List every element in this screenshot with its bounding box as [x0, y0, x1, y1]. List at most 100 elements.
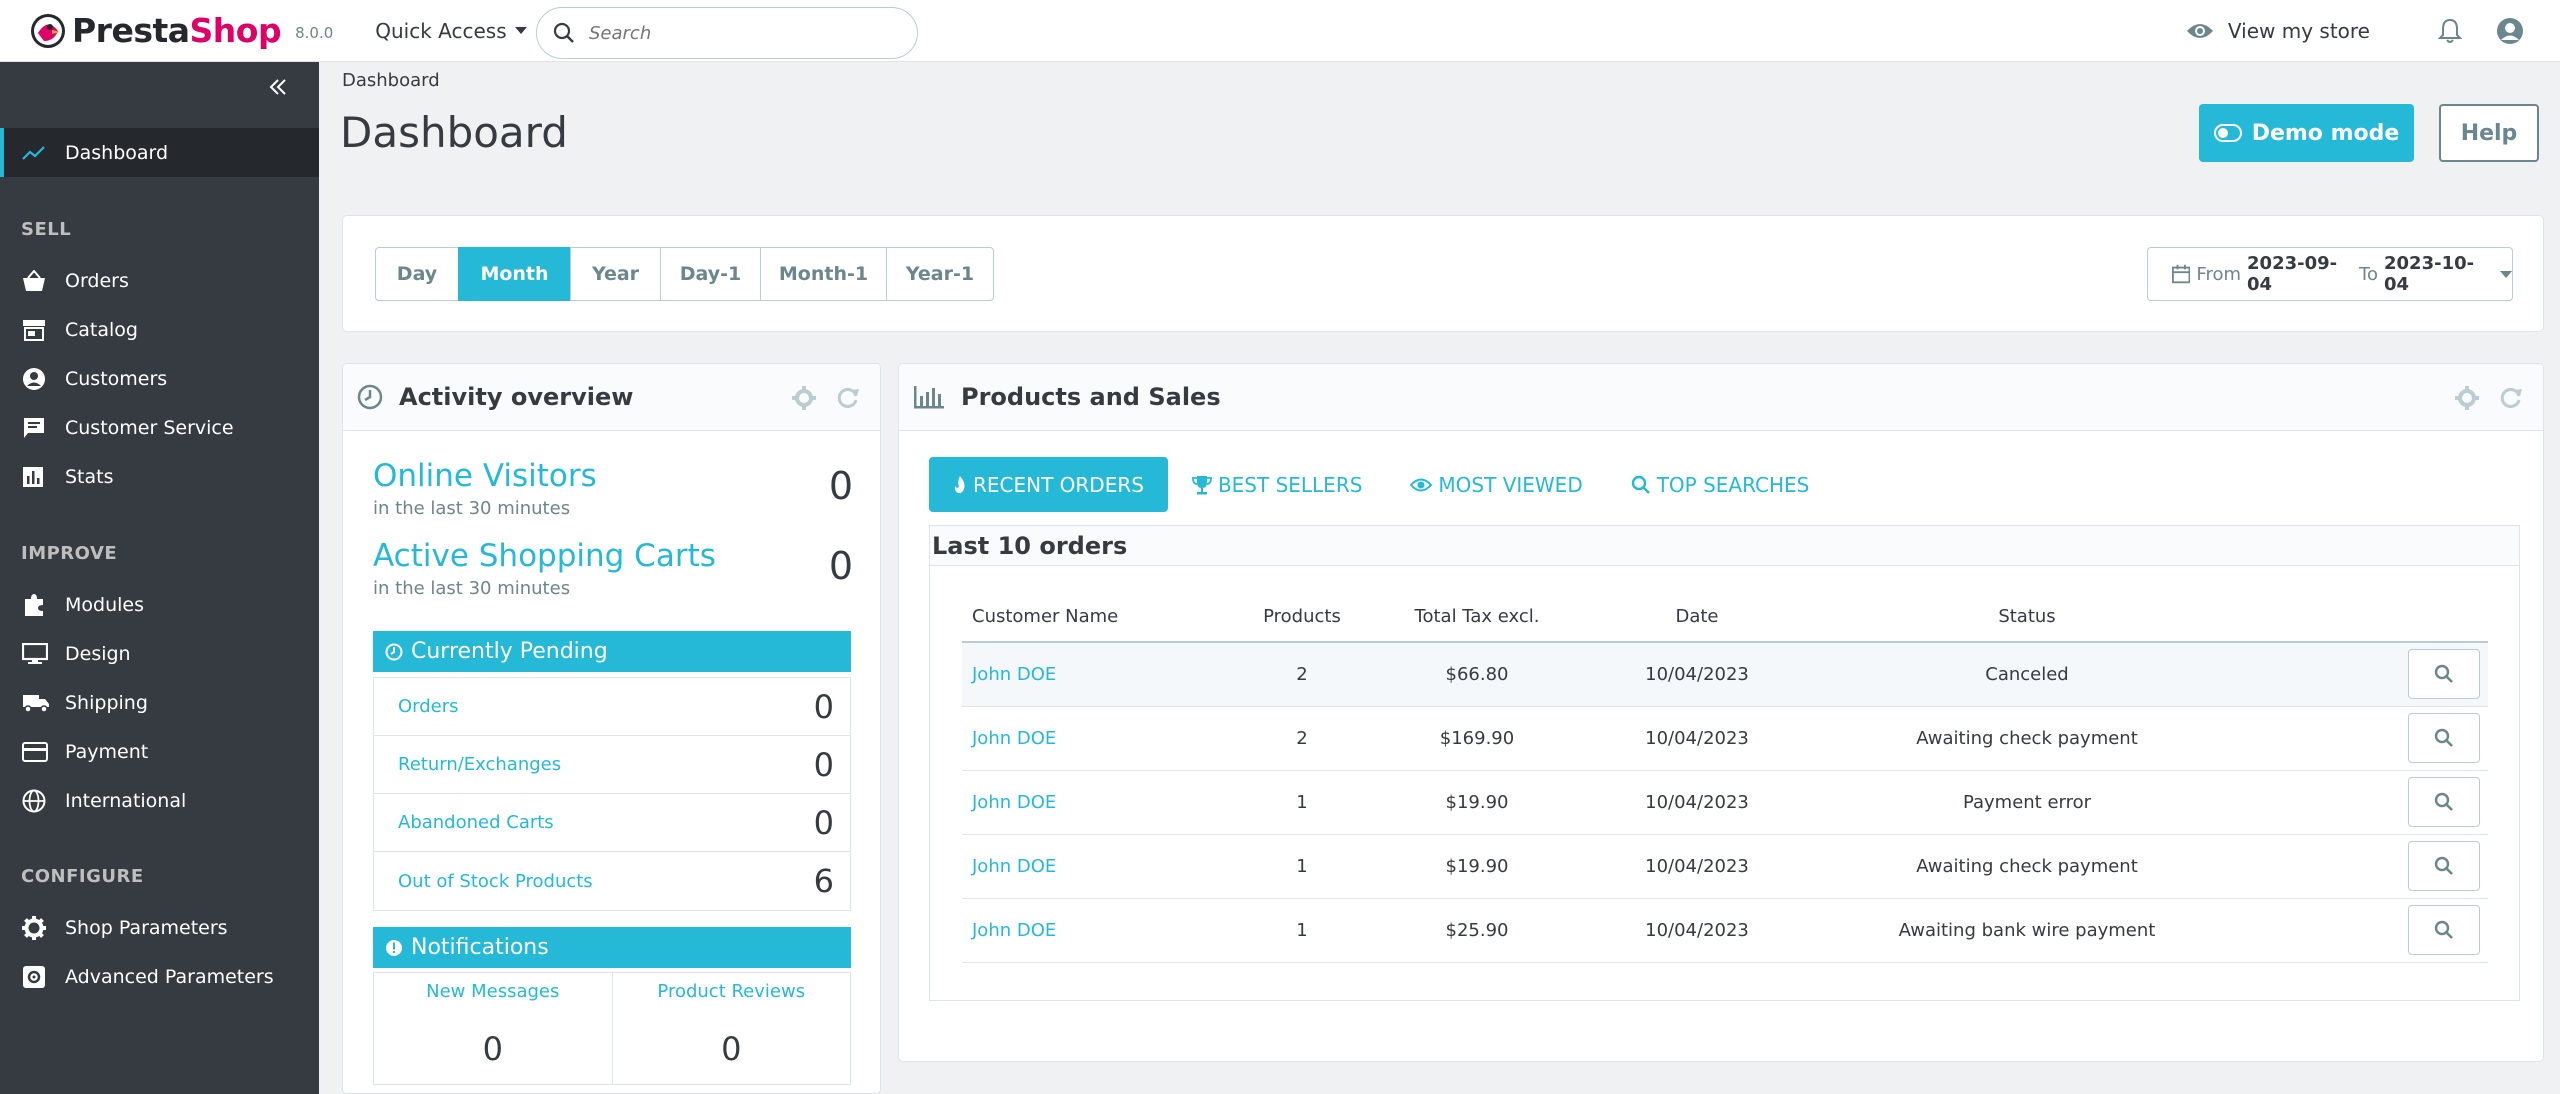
date-cell: 10/04/2023	[1592, 834, 1802, 899]
sales-tabs: RECENT ORDERS BEST SELLERS MOST VIEWED T…	[929, 457, 1833, 512]
pending-orders-link[interactable]: Orders	[398, 696, 459, 717]
search-input[interactable]	[589, 22, 889, 44]
out-of-stock-value: 6	[813, 862, 834, 900]
abandoned-carts-row: Abandoned Carts 0	[374, 794, 850, 852]
customer-link[interactable]: John DOE	[972, 855, 1057, 877]
section-title-configure: CONFIGURE	[21, 866, 144, 887]
logo-text-suffix: Shop	[189, 11, 282, 50]
products-cell: 1	[1242, 898, 1362, 963]
sidebar-item-shop-parameters[interactable]: Shop Parameters	[0, 903, 319, 952]
products-cell: 2	[1242, 642, 1362, 707]
tab-label: MOST VIEWED	[1438, 472, 1583, 497]
configure-gear-icon[interactable]	[2455, 386, 2479, 410]
customer-link[interactable]: John DOE	[972, 727, 1057, 749]
bell-icon[interactable]	[2438, 18, 2462, 44]
out-of-stock-link[interactable]: Out of Stock Products	[398, 870, 593, 892]
date-range-picker[interactable]: From 2023-09-04 To 2023-10-04	[2147, 247, 2513, 301]
collapse-sidebar-icon[interactable]	[267, 76, 289, 98]
trending-up-icon	[22, 145, 45, 160]
column-header-status: Status	[1802, 592, 2252, 643]
sidebar-item-dashboard[interactable]: Dashboard	[0, 128, 319, 177]
view-order-button[interactable]	[2408, 713, 2480, 763]
sidebar-item-modules[interactable]: Modules	[0, 580, 319, 629]
version-label: 8.0.0	[295, 23, 334, 42]
table-row: John DOE 2 $169.90 10/04/2023 Awaiting c…	[962, 706, 2488, 771]
date-cell: 10/04/2023	[1592, 706, 1802, 771]
new-messages-value: 0	[482, 1030, 503, 1068]
page-title: Dashboard	[340, 108, 568, 157]
period-year-button[interactable]: Year	[570, 247, 661, 301]
demo-mode-button[interactable]: Demo mode	[2199, 104, 2414, 162]
caret-down-icon	[2500, 270, 2513, 278]
view-order-button[interactable]	[2408, 649, 2480, 700]
pending-list: Orders 0 Return/Exchanges 0 Abandoned Ca…	[373, 677, 851, 911]
refresh-icon[interactable]	[836, 386, 860, 410]
quick-access-dropdown[interactable]: Quick Access	[375, 18, 527, 43]
credit-card-icon	[22, 741, 48, 762]
status-cell: Canceled	[1802, 642, 2252, 707]
prestashop-logo[interactable]: PrestaShop 8.0.0	[30, 11, 333, 50]
configure-gear-icon[interactable]	[792, 386, 816, 410]
sidebar-item-stats[interactable]: Stats	[0, 452, 319, 501]
view-store-link[interactable]: View my store	[2186, 19, 2370, 43]
panel-tools	[2435, 386, 2523, 410]
search-box[interactable]	[536, 7, 918, 59]
customer-link[interactable]: John DOE	[972, 919, 1057, 941]
period-month-1-button[interactable]: Month-1	[760, 247, 887, 301]
refresh-icon[interactable]	[2499, 386, 2523, 410]
view-order-button[interactable]	[2408, 777, 2480, 827]
sidebar-item-design[interactable]: Design	[0, 629, 319, 678]
total-cell: $25.90	[1362, 898, 1592, 963]
abandoned-carts-link[interactable]: Abandoned Carts	[398, 812, 554, 833]
sidebar-item-label: Customer Service	[65, 416, 234, 439]
date-cell: 10/04/2023	[1592, 642, 1802, 707]
sidebar-item-international[interactable]: International	[0, 776, 319, 825]
header-actions: View my store	[2186, 0, 2524, 62]
tab-best-sellers[interactable]: BEST SELLERS	[1168, 457, 1386, 512]
notifications-header: Notifications	[373, 927, 851, 968]
tab-label: RECENT ORDERS	[973, 472, 1144, 497]
period-year-1-button[interactable]: Year-1	[886, 247, 994, 301]
fire-icon	[954, 475, 965, 493]
status-cell: Awaiting bank wire payment	[1802, 898, 2252, 963]
sidebar-item-label: Customers	[65, 367, 168, 390]
to-date: 2023-10-04	[2384, 253, 2475, 295]
breadcrumb[interactable]: Dashboard	[342, 70, 440, 91]
desktop-icon	[22, 642, 48, 664]
customer-link[interactable]: John DOE	[972, 791, 1057, 813]
sidebar-item-orders[interactable]: Orders	[0, 256, 319, 305]
period-month-button[interactable]: Month	[458, 247, 571, 301]
active-carts-link[interactable]: Active Shopping Carts	[373, 538, 716, 574]
tab-top-searches[interactable]: TOP SEARCHES	[1607, 457, 1834, 512]
online-visitors-link[interactable]: Online Visitors	[373, 458, 597, 494]
sidebar-item-shipping[interactable]: Shipping	[0, 678, 319, 727]
pending-returns-row: Return/Exchanges 0	[374, 736, 850, 794]
search-icon	[1631, 475, 1650, 494]
clock-icon	[385, 643, 403, 660]
help-button[interactable]: Help	[2439, 104, 2539, 162]
recent-orders-box: Last 10 orders Customer Name Products To…	[929, 525, 2520, 1001]
sidebar-item-payment[interactable]: Payment	[0, 727, 319, 776]
sidebar-item-customers[interactable]: Customers	[0, 354, 319, 403]
period-day-button[interactable]: Day	[375, 247, 459, 301]
tab-label: BEST SELLERS	[1217, 472, 1363, 497]
sidebar-item-customer-service[interactable]: Customer Service	[0, 403, 319, 452]
truck-icon	[23, 694, 49, 713]
sidebar-item-advanced-parameters[interactable]: Advanced Parameters	[0, 952, 319, 1001]
new-messages-link[interactable]: New Messages	[426, 981, 560, 1002]
sidebar-item-catalog[interactable]: Catalog	[0, 305, 319, 354]
view-order-button[interactable]	[2408, 905, 2480, 955]
quick-access-label: Quick Access	[375, 18, 507, 43]
view-order-button[interactable]	[2408, 841, 2480, 891]
product-reviews-link[interactable]: Product Reviews	[657, 981, 806, 1002]
date-cell: 10/04/2023	[1592, 770, 1802, 835]
user-account-icon[interactable]	[2496, 17, 2524, 45]
tab-most-viewed[interactable]: MOST VIEWED	[1386, 457, 1606, 512]
customer-link[interactable]: John DOE	[972, 663, 1057, 685]
tab-recent-orders[interactable]: RECENT ORDERS	[929, 457, 1168, 512]
trophy-icon	[1192, 475, 1212, 494]
pending-returns-link[interactable]: Return/Exchanges	[398, 754, 562, 775]
period-day-1-button[interactable]: Day-1	[660, 247, 761, 301]
sidebar-item-label: Shop Parameters	[65, 916, 228, 939]
section-title-improve: IMPROVE	[21, 543, 118, 564]
